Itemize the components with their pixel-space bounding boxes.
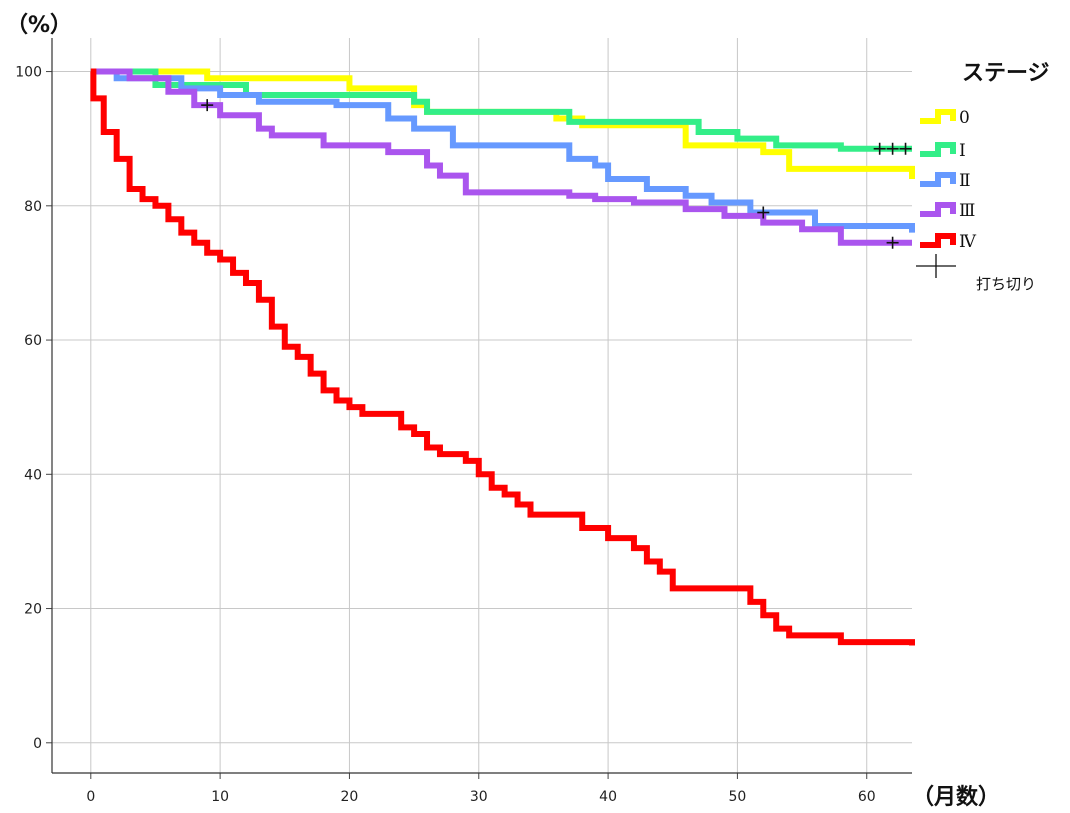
series-line-1 [90, 68, 912, 152]
censor-mark [899, 142, 912, 155]
legend-swatch-4 [920, 233, 956, 248]
y-tick-label: 100 [15, 65, 42, 81]
legend-label-1: Ⅰ [959, 141, 966, 161]
grid [52, 38, 912, 773]
y-tick-label: 0 [33, 736, 42, 752]
legend-censor-label: 打ち切り [976, 275, 1036, 293]
legend-title: ステージ [962, 61, 1050, 86]
axes: 0 10 20 30 40 50 60 0 20 40 60 80 100 [15, 38, 912, 805]
legend-swatch-1 [920, 142, 956, 157]
y-tick-label: 40 [24, 467, 42, 483]
series-line-4 [90, 68, 915, 646]
legend-swatch-0 [920, 109, 956, 124]
x-tick-label: 60 [858, 789, 876, 805]
x-tick-label: 20 [341, 789, 359, 805]
censor-mark [201, 99, 214, 112]
y-axis-unit: （%） [6, 13, 72, 38]
legend-label-3: Ⅲ [959, 201, 975, 221]
censor-marks [201, 99, 912, 249]
x-tick-label: 30 [470, 789, 488, 805]
series-line-2 [90, 68, 915, 233]
y-tick-label: 60 [24, 333, 42, 349]
censor-mark [757, 206, 770, 219]
legend-label-2: Ⅱ [959, 171, 971, 191]
legend-label-0: 0 [959, 108, 970, 128]
censor-mark [886, 142, 899, 155]
legend: ステージ 0 Ⅰ Ⅱ Ⅲ Ⅳ 打ち切り [916, 61, 1050, 293]
legend-swatch-3 [920, 202, 956, 217]
y-tick-label: 80 [24, 199, 42, 215]
y-tick-label: 20 [24, 602, 42, 618]
x-tick-label: 50 [728, 789, 746, 805]
series-line-0 [90, 68, 915, 179]
censor-mark [873, 142, 886, 155]
censor-mark [886, 236, 899, 249]
x-axis-unit: （月数） [912, 784, 1000, 810]
legend-swatch-2 [920, 172, 956, 187]
legend-censor-symbol [916, 254, 956, 278]
x-tick-label: 0 [86, 789, 95, 805]
legend-label-4: Ⅳ [959, 232, 977, 252]
x-tick-label: 40 [599, 789, 617, 805]
series-lines [90, 68, 915, 646]
x-tick-label: 10 [211, 789, 229, 805]
